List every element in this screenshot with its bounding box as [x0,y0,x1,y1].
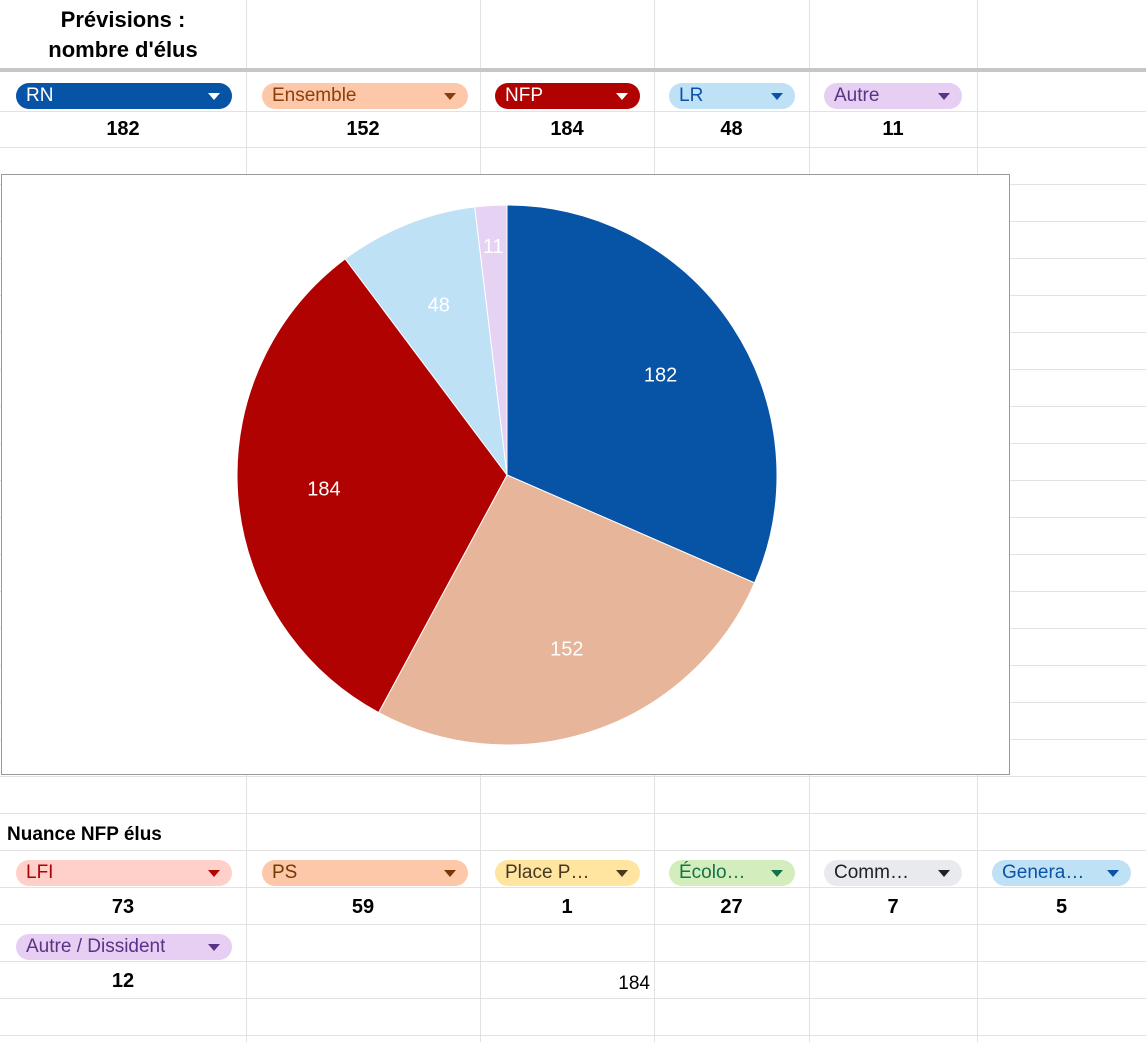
pie-chart[interactable]: 182 152 184 48 11 [1,174,1010,775]
chevron-down-icon [616,93,628,100]
value-autre[interactable]: 11 [882,118,904,140]
dropdown-place-publique[interactable]: Place P… [495,860,640,886]
value-ps[interactable]: 59 [351,896,375,918]
chevron-down-icon [616,870,628,877]
value-ensemble[interactable]: 152 [346,118,380,140]
chevron-down-icon [938,870,950,877]
title-line-2: nombre d'élus [48,37,198,62]
chevron-down-icon [208,870,220,877]
pie-slice-rn[interactable] [506,204,778,584]
dropdown-label: NFP [505,85,543,106]
dropdown-label: Autre [834,85,880,106]
pie-slice-ensemble[interactable] [377,474,756,746]
dropdown-ensemble[interactable]: Ensemble [262,83,468,109]
value-lr[interactable]: 48 [720,118,743,140]
dropdown-label: Ensemble [272,85,357,106]
dropdown-label: Autre / Dissident [26,936,166,957]
value-lfi[interactable]: 73 [111,896,135,918]
chevron-down-icon [771,93,783,100]
value-autre-dissident[interactable]: 12 [111,970,135,992]
chevron-down-icon [1107,870,1119,877]
dropdown-ps[interactable]: PS [262,860,468,886]
nfp-section-title: Nuance NFP élus [7,824,162,845]
dropdown-autre-dissident[interactable]: Autre / Dissident [16,934,232,960]
dropdown-label: Comm… [834,862,909,883]
chevron-down-icon [938,93,950,100]
pie-slice-nfp[interactable] [236,258,508,714]
dropdown-label: Place P… [505,862,590,883]
dropdown-label: PS [272,862,298,883]
dropdown-label: RN [26,85,54,106]
dropdown-label: LR [679,85,704,106]
dropdown-label: Genera… [1002,862,1085,883]
chevron-down-icon [771,870,783,877]
value-ecologistes[interactable]: 27 [720,896,743,918]
dropdown-ecologistes[interactable]: Écolo… [669,860,795,886]
page-title: Prévisions : nombre d'élus [0,5,246,65]
pie-data-label: 11 [483,236,504,258]
chevron-down-icon [444,93,456,100]
value-communistes[interactable]: 7 [887,896,899,918]
pie-data-label: 184 [307,478,340,500]
dropdown-communistes[interactable]: Comm… [824,860,962,886]
dropdown-label: Écolo… [679,862,746,883]
dropdown-rn[interactable]: RN [16,83,232,109]
chevron-down-icon [208,93,220,100]
title-line-1: Prévisions : [60,7,186,32]
dropdown-label: LFI [26,862,54,883]
value-place-publique[interactable]: 1 [561,896,573,918]
dropdown-lr[interactable]: LR [669,83,795,109]
pie-data-label: 48 [428,295,450,317]
value-rn[interactable]: 182 [106,118,140,140]
value-generation[interactable]: 5 [1055,896,1068,918]
pie-data-label: 152 [550,639,583,661]
chevron-down-icon [208,944,220,951]
dropdown-autre[interactable]: Autre [824,83,962,109]
pie-slice-lr[interactable] [344,206,508,477]
dropdown-lfi[interactable]: LFI [16,860,232,886]
value-nfp[interactable]: 184 [550,118,584,140]
pie-slice-autre[interactable] [474,204,508,476]
chevron-down-icon [444,870,456,877]
dropdown-generation[interactable]: Genera… [992,860,1131,886]
pie-chart-svg: 182 152 184 48 11 [236,204,778,746]
dropdown-nfp[interactable]: NFP [495,83,640,109]
nfp-total-cell[interactable]: 184 [618,973,650,994]
pie-data-label: 182 [644,364,677,386]
